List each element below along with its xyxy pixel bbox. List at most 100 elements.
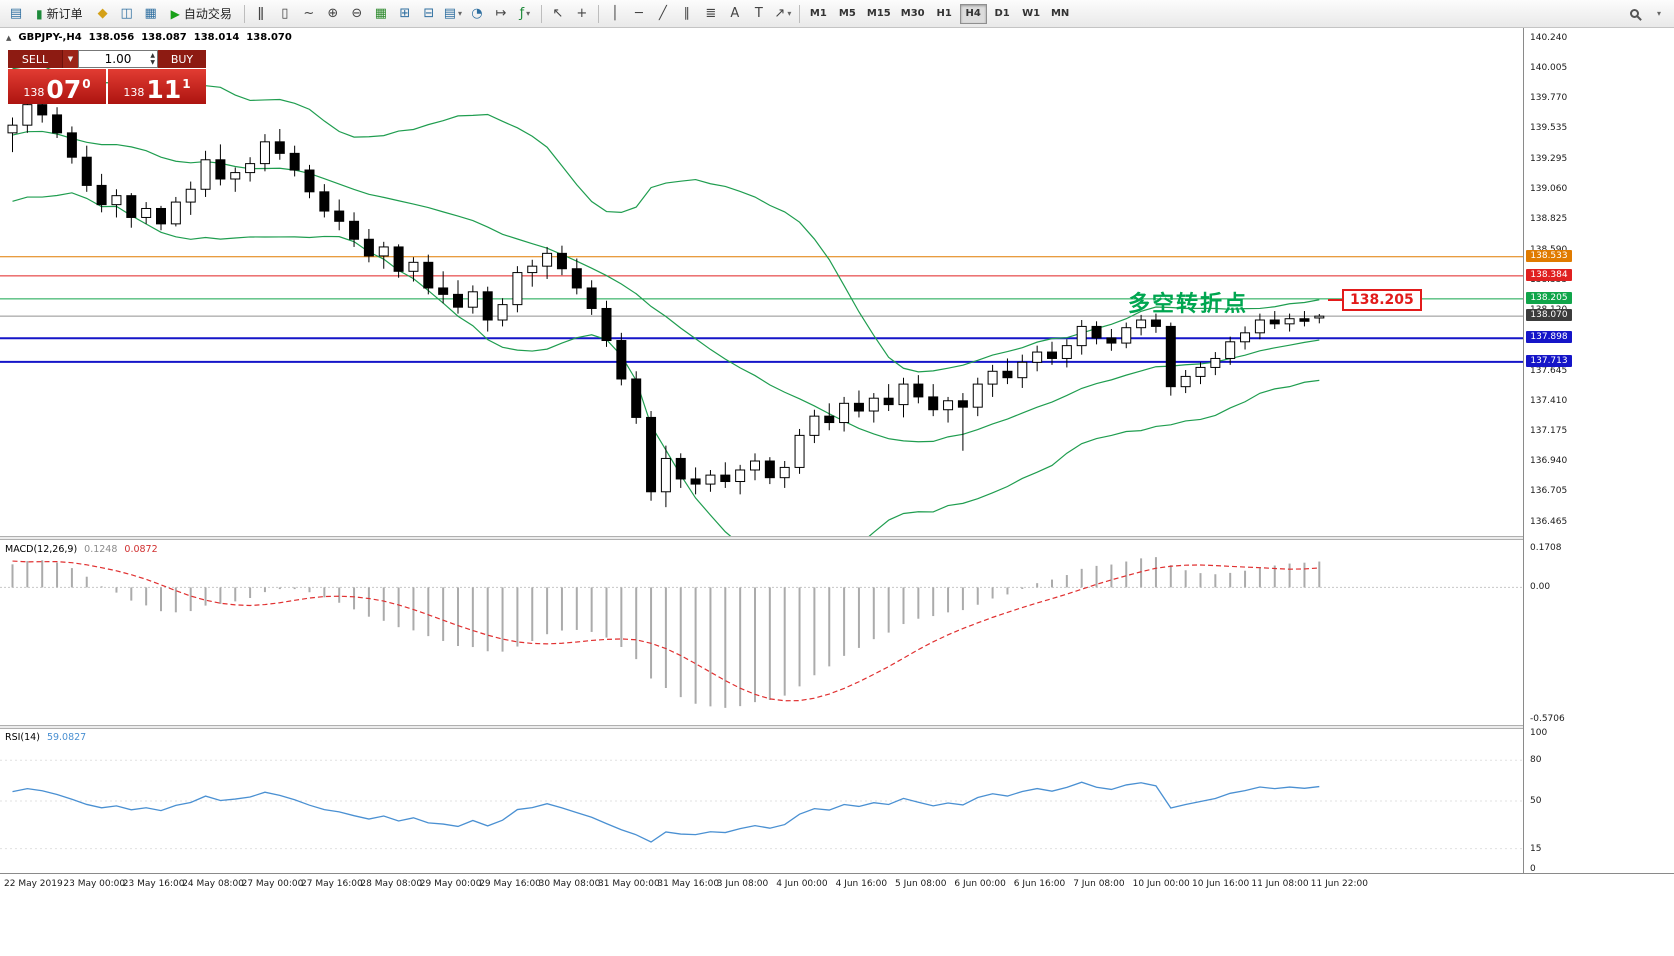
price-line-label: 138.384: [1526, 268, 1572, 281]
time-tick-label: 11 Jun 08:00: [1251, 879, 1309, 889]
price-axis[interactable]: 140.240 140.005 139.770 139.535 139.295 139.0…: [1523, 28, 1674, 874]
price-chart[interactable]: [0, 28, 1523, 536]
price-callout: 138.205: [1328, 289, 1422, 311]
sell-price-button[interactable]: 138 07 0: [8, 69, 106, 104]
time-tick-label: 31 May 00:00: [598, 879, 660, 889]
search-icon[interactable]: [1623, 3, 1645, 25]
channel-icon: ∥: [683, 6, 691, 21]
timeframe-m1[interactable]: M1: [809, 8, 827, 19]
zoom-out-icon[interactable]: ⊖: [346, 3, 368, 25]
new-chart-icon[interactable]: ▤: [5, 3, 27, 25]
time-tick-label: 27 May 16:00: [301, 879, 363, 889]
cursor-icon: ↖: [552, 6, 564, 21]
line-chart-icon[interactable]: ~: [298, 3, 320, 25]
price-tick-label: 137.175: [1530, 425, 1568, 436]
step-down-icon[interactable]: ▼: [150, 59, 155, 66]
arrows-icon[interactable]: ↗ ▾: [772, 3, 794, 25]
timeframe-w1[interactable]: W1: [1022, 8, 1041, 19]
grid-icon[interactable]: ▦: [370, 3, 392, 25]
vertical-line-icon[interactable]: │: [604, 3, 626, 25]
zoom-in-icon[interactable]: ⊕: [322, 3, 344, 25]
time-tick-label: 22 May 2019: [4, 879, 63, 889]
toolbar-separator: [540, 4, 542, 23]
text-icon[interactable]: A: [724, 3, 746, 25]
rsi-axis-label: 15: [1530, 843, 1542, 854]
ohlc-arrow-icon: ▲: [6, 33, 12, 42]
new-order-button[interactable]: ▮ 新订单: [29, 3, 90, 25]
time-tick-label: 31 May 16:00: [657, 879, 720, 889]
toolbar-buttons: ▤ ▮ 新订单 ◆ ◫ ▦ ▶ 自动交易 ǁ ▯ ~ ⊕ ⊖ ▦ ⊞ ⊟ ▤ ▾ ◔ ↦ ƒ ▾ ↖ + │ ─ ╱ ∥ ≣ A T ↗ ▾: [4, 3, 804, 25]
macd-main-value: 0.1248: [84, 544, 118, 555]
ask-prefix: 138: [123, 86, 145, 99]
ask-sup: 1: [182, 77, 191, 91]
chart-shift-icon[interactable]: ↦: [490, 3, 512, 25]
rsi-panel[interactable]: [0, 729, 1523, 873]
time-tick-label: 27 May 00:00: [241, 879, 304, 889]
timeframe-m15[interactable]: M15: [866, 8, 891, 19]
volume-input[interactable]: 1.00 ▲ ▼: [78, 50, 158, 68]
market-watch-icon[interactable]: ◫: [116, 3, 138, 25]
oct-prices: 138 07 0 138 11 1: [8, 69, 206, 104]
rsi-label: RSI(14) 59.0827: [5, 732, 86, 743]
timeframe-m30[interactable]: M30: [900, 8, 925, 19]
callout-value: 138.205: [1342, 289, 1422, 311]
crosshair-icon[interactable]: +: [571, 3, 593, 25]
navigator-icon[interactable]: ▦: [140, 3, 162, 25]
panel-separator[interactable]: [0, 725, 1674, 729]
new-order-icon: ▮: [36, 6, 43, 21]
market-watch-icon: ◫: [120, 6, 133, 21]
mail-icon[interactable]: ◆: [92, 3, 114, 25]
rsi-axis-label: 80: [1530, 755, 1542, 766]
channel-icon[interactable]: ∥: [676, 3, 698, 25]
ohlc-info: ▲ GBPJPY-,H4 138.056 138.087 138.014 138…: [6, 32, 292, 43]
indicators-icon[interactable]: ƒ ▾: [514, 3, 536, 25]
candlestick-chart-icon[interactable]: ▯: [274, 3, 296, 25]
autoscroll-icon[interactable]: ◔: [466, 3, 488, 25]
buy-button[interactable]: BUY: [158, 50, 206, 68]
macd-axis-label: 0.00: [1530, 582, 1551, 593]
time-tick-label: 6 Jun 16:00: [1013, 879, 1066, 889]
bar-chart-icon[interactable]: ǁ: [250, 3, 272, 25]
zoom-in-icon: ⊕: [327, 6, 339, 21]
volume-stepper[interactable]: ▲ ▼: [150, 52, 155, 66]
autotrading-button-label: 自动交易: [183, 7, 232, 21]
panel-separator[interactable]: [0, 536, 1674, 540]
price-tick-label: 140.005: [1530, 63, 1568, 74]
magnifier-icon: [1629, 9, 1639, 18]
trendline-icon[interactable]: ╱: [652, 3, 674, 25]
timeframe-m5[interactable]: M5: [838, 8, 856, 19]
label-icon[interactable]: T: [748, 3, 770, 25]
order-type-dropdown[interactable]: ▼: [62, 50, 78, 68]
time-axis[interactable]: 22 May 2019 23 May 00:00 23 May 16:00 24 Ma…: [0, 873, 1674, 895]
time-tick-label: 23 May 00:00: [63, 879, 126, 889]
timeframe-h4[interactable]: H4: [959, 3, 987, 24]
time-tick-label: 3 Jun 08:00: [716, 879, 769, 889]
crosshair-icon: +: [576, 6, 588, 21]
cascade-windows-icon[interactable]: ⊟: [418, 3, 440, 25]
timeframe-d1[interactable]: D1: [994, 8, 1010, 19]
toolbar-overflow-icon[interactable]: ▾: [1647, 3, 1669, 25]
time-tick-label: 7 Jun 08:00: [1073, 879, 1125, 889]
timeframe-h1[interactable]: H1: [936, 8, 952, 19]
time-tick-label: 5 Jun 08:00: [895, 879, 947, 889]
price-tick-label: 139.295: [1530, 154, 1568, 165]
fibonacci-icon[interactable]: ≣: [700, 3, 722, 25]
horizontal-line-icon[interactable]: ─: [628, 3, 650, 25]
timeframe-mn[interactable]: MN: [1050, 8, 1070, 19]
rsi-value: 59.0827: [46, 732, 87, 743]
cursor-icon[interactable]: ↖: [547, 3, 569, 25]
price-tick-label: 139.535: [1530, 123, 1568, 134]
buy-price-button[interactable]: 138 11 1: [108, 69, 206, 104]
sell-button[interactable]: SELL: [8, 50, 62, 68]
time-tick-label: 10 Jun 00:00: [1132, 879, 1190, 889]
price-line-label: 137.898: [1526, 331, 1572, 344]
chart-window: ▲ GBPJPY-,H4 138.056 138.087 138.014 138…: [0, 28, 1674, 895]
price-tick-label: 140.240: [1530, 32, 1568, 43]
autotrading-button[interactable]: ▶ 自动交易: [164, 3, 239, 25]
macd-panel[interactable]: [0, 540, 1523, 725]
step-up-icon[interactable]: ▲: [150, 52, 155, 59]
autoscroll-icon: ◔: [471, 6, 483, 21]
tile-windows-icon[interactable]: ⊞: [394, 3, 416, 25]
new-window-icon[interactable]: ▤ ▾: [442, 3, 464, 25]
ask-main: 11: [146, 75, 182, 104]
